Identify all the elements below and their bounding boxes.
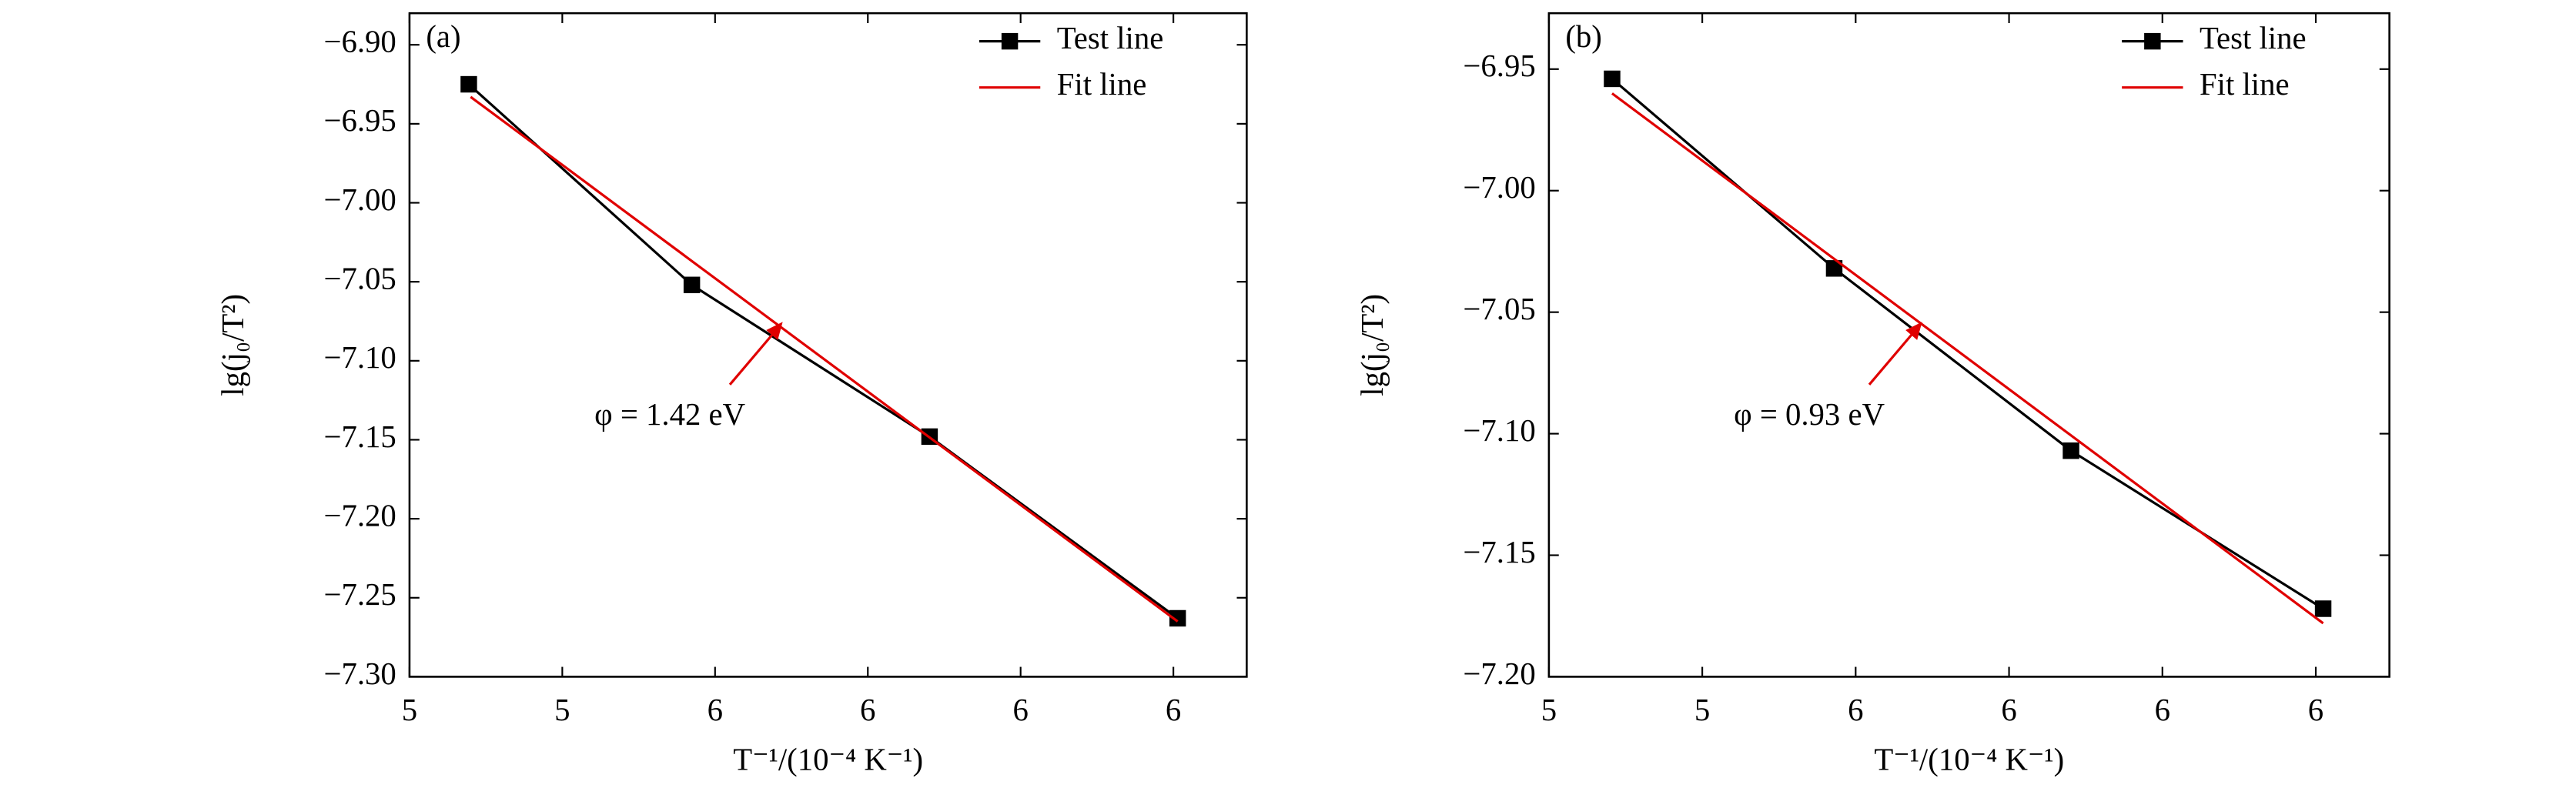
data-point	[1604, 70, 1621, 88]
x-tick-label: 6	[860, 693, 875, 727]
panel-label: (b)	[1565, 19, 1602, 54]
x-tick-label: 6	[1848, 693, 1863, 727]
series-line	[1611, 92, 2324, 625]
y-tick-label: −6.95	[1463, 48, 1535, 83]
legend-label: Test line	[1057, 21, 1164, 55]
annotation-arrow	[1868, 329, 1917, 386]
legend-label: Fit line	[2200, 67, 2290, 102]
arrow-head	[1905, 322, 1922, 340]
y-tick-label: −7.10	[1463, 413, 1535, 448]
x-tick-label: 6	[2308, 693, 2323, 727]
arrow-head	[766, 322, 783, 340]
y-tick-label: −7.20	[1463, 656, 1535, 691]
plot-frame	[408, 12, 1248, 678]
x-axis-label: T⁻¹/(10⁻⁴ K⁻¹)	[1874, 742, 2064, 776]
x-tick-label: 6	[2155, 693, 2170, 727]
y-tick-label: −6.90	[323, 25, 396, 59]
y-tick-label: −7.25	[323, 577, 396, 612]
legend-marker	[1001, 32, 1019, 50]
x-tick-label: 6	[1166, 693, 1181, 727]
x-tick-label: 5	[1541, 693, 1557, 727]
series-line	[470, 95, 1179, 623]
y-tick-label: −7.05	[1463, 292, 1535, 326]
y-axis-label: lg(j₀/T²)	[1355, 294, 1390, 396]
y-tick-label: −7.10	[323, 340, 396, 375]
legend-marker	[2144, 32, 2161, 50]
plot-frame	[1547, 12, 2390, 678]
x-tick-label: 5	[402, 693, 417, 727]
panel-label: (a)	[426, 19, 460, 54]
x-tick-label: 5	[1694, 693, 1710, 727]
legend-label: Fit line	[1057, 67, 1147, 102]
annotation: φ = 1.42 eV	[594, 397, 745, 432]
y-tick-label: −7.15	[323, 419, 396, 454]
y-tick-label: −7.30	[323, 656, 396, 691]
annotation-arrow	[728, 329, 778, 386]
y-tick-label: −7.20	[323, 498, 396, 533]
data-point	[2314, 600, 2332, 617]
legend-label: Test line	[2200, 21, 2307, 55]
x-tick-label: 6	[708, 693, 723, 727]
y-tick-label: −7.00	[323, 182, 396, 217]
x-tick-label: 5	[554, 693, 570, 727]
annotation: φ = 0.93 eV	[1734, 397, 1885, 432]
data-point	[460, 75, 477, 93]
x-tick-label: 6	[1013, 693, 1029, 727]
x-axis-label: T⁻¹/(10⁻⁴ K⁻¹)	[733, 742, 923, 776]
series-line	[1611, 78, 2324, 610]
series-line	[467, 83, 1179, 619]
y-axis-label: lg(j₀/T²)	[216, 294, 250, 396]
y-tick-label: −7.05	[323, 262, 396, 296]
data-point	[1169, 609, 1186, 627]
y-tick-label: −7.15	[1463, 535, 1535, 569]
data-point	[683, 276, 701, 294]
data-point	[1825, 260, 1843, 277]
y-tick-label: −7.00	[1463, 170, 1535, 205]
y-tick-label: −6.95	[323, 103, 396, 138]
x-tick-label: 6	[2001, 693, 2016, 727]
data-point	[2062, 442, 2079, 459]
